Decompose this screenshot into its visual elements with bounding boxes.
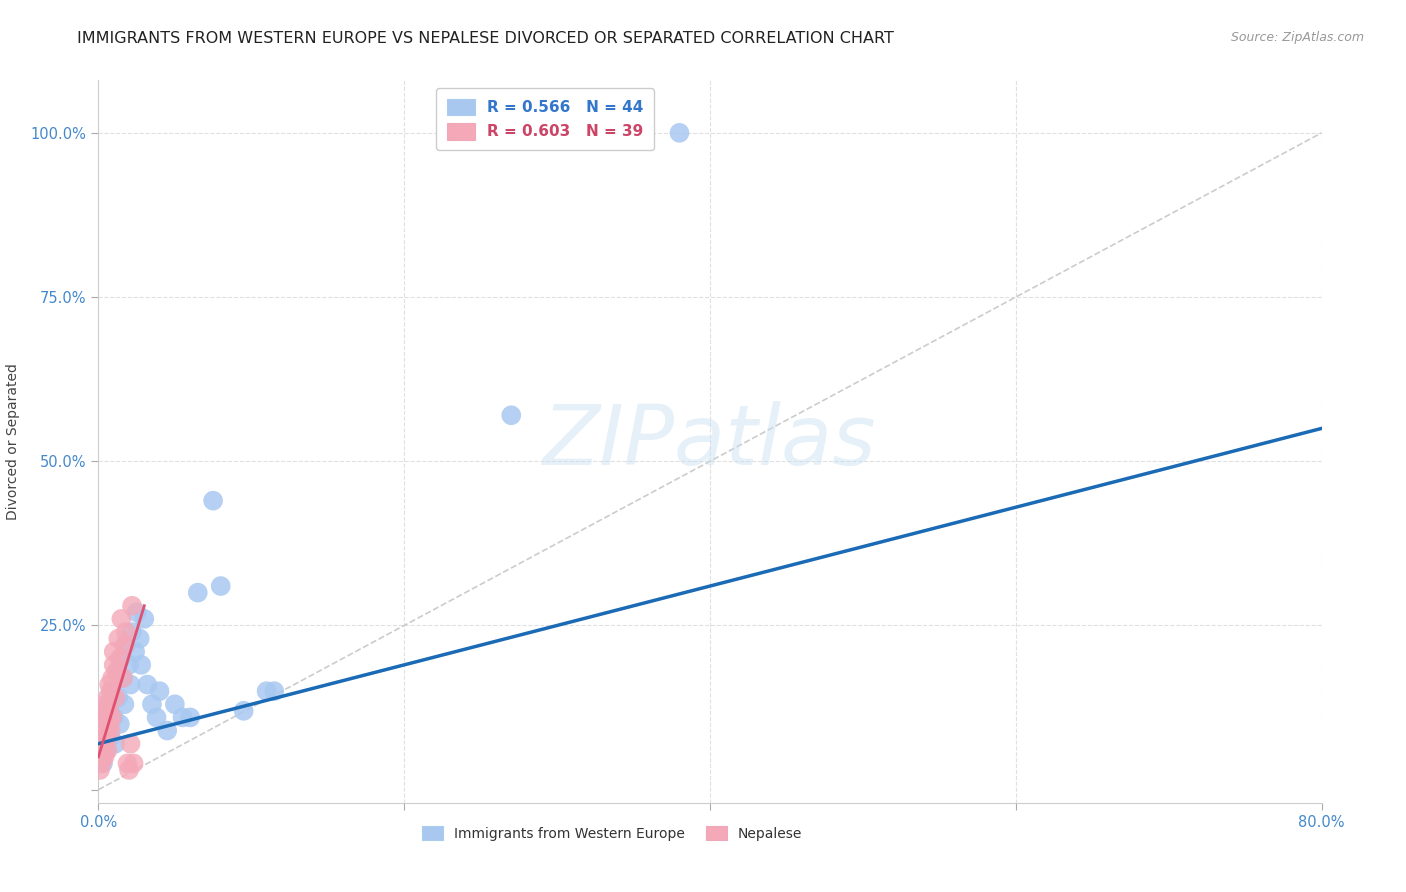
Point bbox=[118, 763, 141, 777]
Point bbox=[89, 763, 111, 777]
Point bbox=[117, 756, 139, 771]
Point bbox=[93, 710, 115, 724]
Point bbox=[90, 730, 112, 744]
Point bbox=[263, 684, 285, 698]
Point bbox=[91, 730, 114, 744]
Point bbox=[179, 710, 201, 724]
Point bbox=[97, 690, 120, 705]
Point bbox=[172, 710, 194, 724]
Point bbox=[90, 737, 112, 751]
Point bbox=[107, 632, 129, 646]
Point bbox=[89, 749, 111, 764]
Point bbox=[100, 730, 122, 744]
Point bbox=[94, 698, 117, 712]
Point bbox=[163, 698, 186, 712]
Point bbox=[128, 632, 150, 646]
Point bbox=[101, 671, 124, 685]
Text: IMMIGRANTS FROM WESTERN EUROPE VS NEPALESE DIVORCED OR SEPARATED CORRELATION CHA: IMMIGRANTS FROM WESTERN EUROPE VS NEPALE… bbox=[77, 31, 894, 46]
Point bbox=[118, 657, 141, 672]
Point bbox=[98, 717, 121, 731]
Point bbox=[108, 717, 131, 731]
Point bbox=[90, 723, 112, 738]
Point bbox=[94, 743, 117, 757]
Point bbox=[209, 579, 232, 593]
Point bbox=[256, 684, 278, 698]
Point bbox=[100, 684, 122, 698]
Point bbox=[97, 743, 120, 757]
Point bbox=[101, 710, 124, 724]
Point bbox=[120, 677, 142, 691]
Point bbox=[668, 126, 690, 140]
Point bbox=[136, 677, 159, 691]
Point bbox=[97, 730, 120, 744]
Point bbox=[121, 625, 143, 640]
Point bbox=[100, 723, 122, 738]
Y-axis label: Divorced or Separated: Divorced or Separated bbox=[6, 363, 20, 520]
Legend: Immigrants from Western Europe, Nepalese: Immigrants from Western Europe, Nepalese bbox=[416, 821, 807, 847]
Point bbox=[91, 704, 114, 718]
Point bbox=[112, 698, 135, 712]
Point bbox=[93, 737, 115, 751]
Point bbox=[93, 749, 115, 764]
Point bbox=[103, 645, 125, 659]
Point bbox=[98, 698, 121, 712]
Point bbox=[107, 690, 129, 705]
Point bbox=[120, 737, 142, 751]
Point bbox=[101, 684, 124, 698]
Point bbox=[202, 493, 225, 508]
Point bbox=[89, 749, 111, 764]
Point bbox=[98, 704, 121, 718]
Point bbox=[104, 690, 127, 705]
Text: ZIPatlas: ZIPatlas bbox=[543, 401, 877, 482]
Point bbox=[105, 665, 128, 679]
Point bbox=[141, 698, 163, 712]
Point bbox=[91, 756, 114, 771]
Point bbox=[156, 723, 179, 738]
Point bbox=[145, 710, 167, 724]
Point bbox=[129, 657, 152, 672]
Point bbox=[110, 612, 132, 626]
Point bbox=[97, 723, 120, 738]
Point bbox=[103, 657, 125, 672]
Point bbox=[94, 717, 117, 731]
Point bbox=[501, 409, 523, 423]
Point bbox=[90, 756, 112, 771]
Point bbox=[91, 743, 114, 757]
Point bbox=[94, 704, 117, 718]
Point bbox=[124, 645, 146, 659]
Point bbox=[103, 710, 125, 724]
Point bbox=[121, 599, 143, 613]
Point bbox=[110, 651, 132, 665]
Point bbox=[134, 612, 156, 626]
Point bbox=[108, 651, 131, 665]
Point bbox=[125, 605, 148, 619]
Point bbox=[104, 737, 127, 751]
Point bbox=[112, 638, 135, 652]
Point bbox=[93, 737, 115, 751]
Point bbox=[187, 585, 209, 599]
Point bbox=[105, 665, 128, 679]
Point bbox=[115, 625, 138, 640]
Point bbox=[91, 717, 114, 731]
Point bbox=[122, 756, 145, 771]
Point bbox=[98, 677, 121, 691]
Point bbox=[111, 671, 134, 685]
Point bbox=[115, 638, 138, 652]
Point bbox=[94, 723, 117, 738]
Text: Source: ZipAtlas.com: Source: ZipAtlas.com bbox=[1230, 31, 1364, 45]
Point bbox=[111, 671, 134, 685]
Point bbox=[232, 704, 254, 718]
Point bbox=[149, 684, 172, 698]
